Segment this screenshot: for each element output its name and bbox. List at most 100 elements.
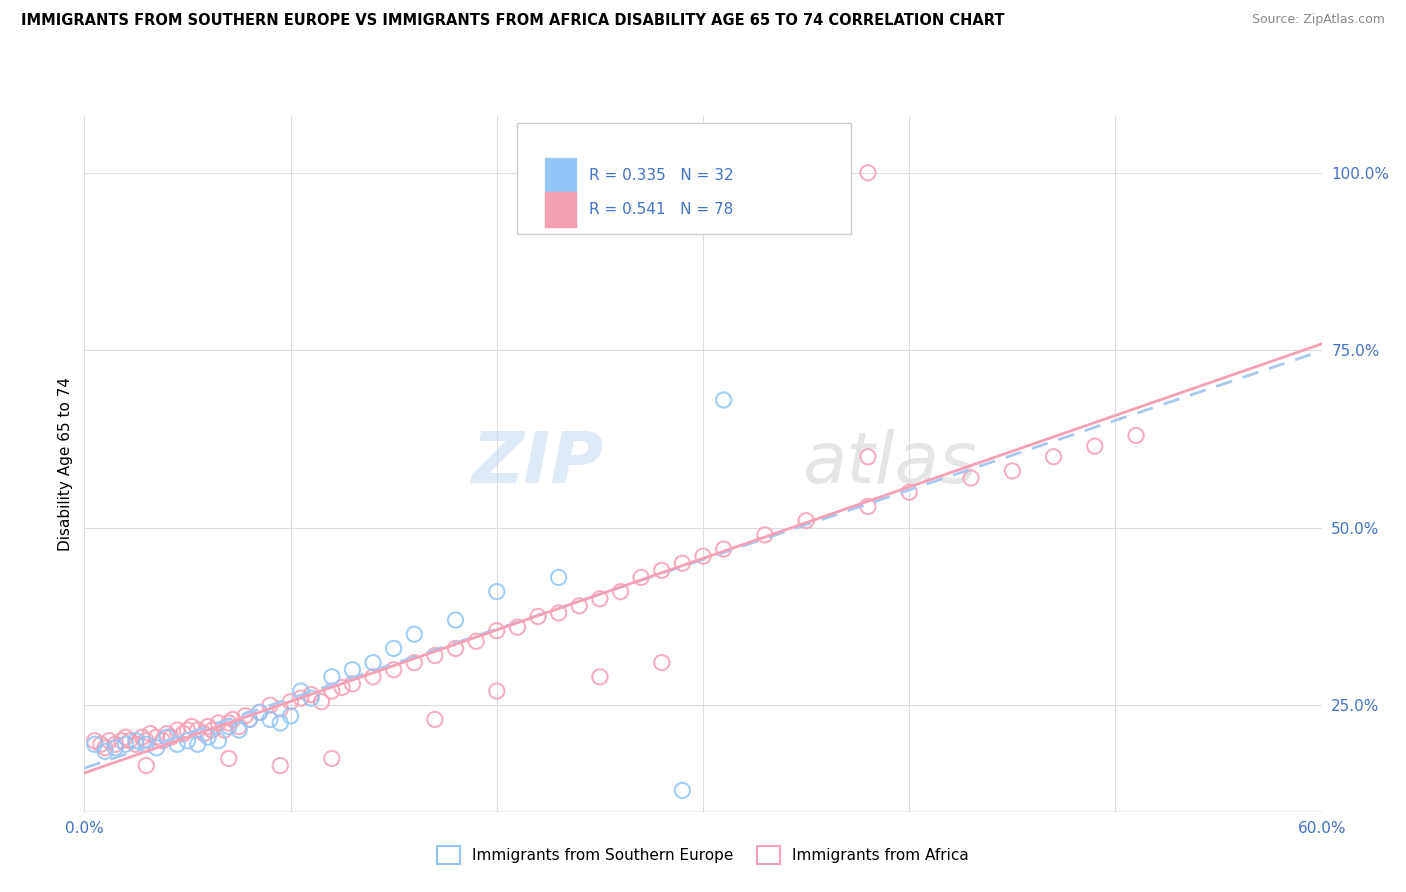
Point xyxy=(269,716,291,731)
Point xyxy=(960,471,983,485)
Point xyxy=(218,719,240,733)
Point xyxy=(156,730,179,744)
Point xyxy=(342,677,364,691)
Point xyxy=(222,713,245,727)
Text: R = 0.335   N = 32: R = 0.335 N = 32 xyxy=(589,168,734,183)
Point xyxy=(207,716,229,731)
Point xyxy=(201,723,224,737)
Point xyxy=(713,392,735,407)
Point xyxy=(589,591,612,606)
Point xyxy=(856,166,879,180)
Text: ZIP: ZIP xyxy=(472,429,605,499)
Point xyxy=(145,740,167,755)
Point xyxy=(1084,439,1107,453)
Point xyxy=(692,549,714,563)
Point xyxy=(218,751,240,765)
Point xyxy=(166,737,188,751)
Point xyxy=(506,620,529,634)
Point xyxy=(1125,428,1147,442)
Point xyxy=(311,695,333,709)
Point xyxy=(754,528,776,542)
Point xyxy=(249,706,271,720)
Point xyxy=(104,740,127,755)
Point xyxy=(228,719,250,733)
Point xyxy=(228,723,250,737)
Point xyxy=(589,670,612,684)
Point xyxy=(444,641,467,656)
Point xyxy=(131,730,153,744)
Point xyxy=(898,485,921,500)
Point xyxy=(404,627,426,641)
Point xyxy=(233,709,256,723)
Point xyxy=(423,713,446,727)
Point xyxy=(671,556,693,570)
Point xyxy=(280,695,302,709)
Point xyxy=(176,723,198,737)
Point xyxy=(269,702,291,716)
Point xyxy=(197,719,219,733)
Point xyxy=(671,783,693,797)
Point xyxy=(135,758,157,772)
Point xyxy=(94,744,117,758)
Point xyxy=(114,730,136,744)
Point xyxy=(269,758,291,772)
Point xyxy=(651,563,673,577)
Point xyxy=(856,500,879,514)
Point xyxy=(321,684,343,698)
Point xyxy=(290,691,312,706)
Point xyxy=(321,670,343,684)
Point xyxy=(145,730,167,744)
Legend: Immigrants from Southern Europe, Immigrants from Africa: Immigrants from Southern Europe, Immigra… xyxy=(429,837,977,873)
Point xyxy=(94,740,117,755)
Point xyxy=(465,634,488,648)
Point xyxy=(152,733,174,747)
Point xyxy=(1001,464,1024,478)
Point xyxy=(110,733,132,747)
Text: Source: ZipAtlas.com: Source: ZipAtlas.com xyxy=(1251,13,1385,27)
Point xyxy=(713,542,735,557)
Point xyxy=(794,514,817,528)
Point xyxy=(485,584,508,599)
Point xyxy=(166,723,188,737)
Text: IMMIGRANTS FROM SOUTHERN EUROPE VS IMMIGRANTS FROM AFRICA DISABILITY AGE 65 TO 7: IMMIGRANTS FROM SOUTHERN EUROPE VS IMMIG… xyxy=(21,13,1005,29)
Y-axis label: Disability Age 65 to 74: Disability Age 65 to 74 xyxy=(58,376,73,551)
Point xyxy=(1042,450,1064,464)
Point xyxy=(527,609,550,624)
Point xyxy=(342,663,364,677)
Point xyxy=(547,570,569,584)
Point xyxy=(83,733,105,747)
Point xyxy=(249,706,271,720)
Point xyxy=(568,599,591,613)
Point xyxy=(125,733,148,747)
Point xyxy=(382,663,405,677)
Point xyxy=(172,726,194,740)
Point xyxy=(118,733,141,747)
Point xyxy=(193,726,215,740)
Point xyxy=(238,713,260,727)
Point xyxy=(321,751,343,765)
Point xyxy=(404,656,426,670)
Point xyxy=(485,684,508,698)
Point xyxy=(259,713,281,727)
Point xyxy=(187,737,209,751)
Point xyxy=(382,641,405,656)
Point xyxy=(280,709,302,723)
Point xyxy=(83,737,105,751)
Point xyxy=(104,737,127,751)
Point xyxy=(180,719,202,733)
Point xyxy=(90,737,112,751)
FancyBboxPatch shape xyxy=(517,123,852,235)
Point xyxy=(609,584,631,599)
Text: atlas: atlas xyxy=(801,429,977,499)
Point xyxy=(299,691,322,706)
Point xyxy=(485,624,508,638)
Point xyxy=(290,684,312,698)
Point xyxy=(176,733,198,747)
Point xyxy=(114,737,136,751)
Point xyxy=(630,570,652,584)
Point xyxy=(547,606,569,620)
Point xyxy=(330,681,353,695)
Point xyxy=(361,656,384,670)
Text: R = 0.541   N = 78: R = 0.541 N = 78 xyxy=(589,202,734,218)
FancyBboxPatch shape xyxy=(544,158,575,193)
